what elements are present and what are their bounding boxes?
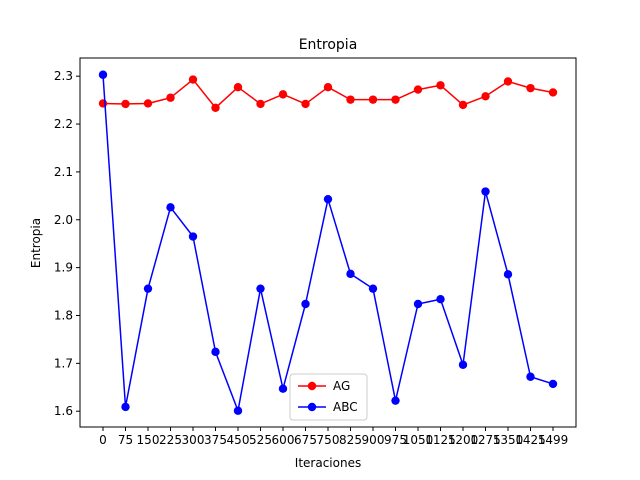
legend-label-abc: ABC bbox=[333, 400, 358, 414]
x-tick-label: 1275 bbox=[470, 433, 501, 447]
data-point-abc bbox=[188, 232, 198, 241]
data-point-abc bbox=[413, 299, 423, 309]
data-point-ag bbox=[323, 82, 333, 92]
data-point-ag bbox=[233, 82, 243, 92]
data-point-ag bbox=[391, 95, 400, 104]
series-abc bbox=[98, 70, 558, 415]
x-tick-label: 825 bbox=[339, 433, 362, 447]
y-tick-label: 1.9 bbox=[54, 261, 73, 275]
data-point-abc bbox=[346, 269, 355, 279]
data-point-ag bbox=[481, 92, 490, 101]
x-tick-label: 900 bbox=[362, 433, 385, 447]
y-axis-label: Entropia bbox=[29, 218, 43, 268]
x-tick-label: 300 bbox=[182, 433, 205, 447]
chart-title: Entropia bbox=[299, 37, 358, 53]
data-point-abc bbox=[301, 299, 310, 309]
series-ag bbox=[98, 75, 558, 112]
legend-item-abc: ABC bbox=[298, 400, 358, 414]
legend-item-ag: AG bbox=[298, 379, 350, 393]
data-point-ag bbox=[503, 77, 513, 86]
y-tick-label: 2.3 bbox=[54, 69, 73, 83]
data-point-ag bbox=[256, 99, 265, 109]
data-point-ag bbox=[301, 99, 310, 109]
legend: AG ABC bbox=[289, 373, 368, 421]
data-point-abc bbox=[233, 406, 243, 415]
data-point-ag bbox=[166, 93, 175, 102]
data-point-abc bbox=[121, 402, 130, 412]
x-tick-label: 525 bbox=[249, 433, 272, 447]
x-tick-label: 675 bbox=[294, 433, 317, 447]
data-point-abc bbox=[166, 203, 175, 212]
legend-marker-abc bbox=[307, 402, 317, 412]
x-axis-label: Iteraciones bbox=[295, 456, 361, 470]
x-tick-label: 1425 bbox=[515, 433, 546, 447]
data-point-ag bbox=[143, 99, 153, 108]
data-point-abc bbox=[436, 295, 445, 304]
x-tick-label: 1499 bbox=[538, 433, 569, 447]
data-point-ag bbox=[526, 83, 535, 93]
y-tick-label: 2.2 bbox=[54, 117, 73, 131]
data-point-abc bbox=[526, 372, 535, 381]
y-tick-label: 1.6 bbox=[54, 404, 73, 418]
data-point-ag bbox=[98, 99, 108, 108]
x-tick-label: 1200 bbox=[448, 433, 479, 447]
x-tick-label: 150 bbox=[137, 433, 160, 447]
data-point-abc bbox=[458, 360, 468, 369]
legend-marker-ag bbox=[307, 381, 317, 391]
x-tick-label: 1125 bbox=[425, 433, 456, 447]
x-tick-label: 1050 bbox=[403, 433, 434, 447]
x-tick-label: 1350 bbox=[493, 433, 524, 447]
x-tick-label: 450 bbox=[227, 433, 250, 447]
series-layer bbox=[98, 70, 558, 415]
y-axis: 1.6 1.7 1.8 1.9 2.0 2.1 2.2 2.3 bbox=[54, 69, 80, 418]
data-point-ag bbox=[211, 103, 220, 112]
data-point-abc bbox=[143, 284, 153, 293]
x-tick-label: 600 bbox=[272, 433, 295, 447]
legend-label-ag: AG bbox=[333, 379, 350, 393]
data-point-ag bbox=[436, 81, 445, 90]
data-point-abc bbox=[278, 384, 288, 393]
y-tick-label: 1.7 bbox=[54, 356, 73, 370]
y-tick-label: 2.1 bbox=[54, 165, 73, 179]
data-point-ag bbox=[368, 95, 378, 104]
data-point-abc bbox=[211, 347, 220, 357]
data-point-abc bbox=[256, 284, 265, 293]
x-tick-label: 975 bbox=[384, 433, 407, 447]
y-tick-label: 1.8 bbox=[54, 308, 73, 322]
data-point-ag bbox=[458, 100, 468, 110]
y-tick-label: 2.0 bbox=[54, 213, 73, 227]
data-point-abc bbox=[323, 194, 333, 204]
x-tick-label: 375 bbox=[204, 433, 227, 447]
data-point-abc bbox=[503, 270, 513, 279]
x-tick-label: 75 bbox=[118, 433, 133, 447]
data-point-abc bbox=[391, 396, 400, 405]
data-point-abc bbox=[368, 284, 378, 293]
x-tick-label: 0 bbox=[99, 433, 107, 447]
x-tick-label: 225 bbox=[159, 433, 182, 447]
data-point-abc bbox=[481, 187, 490, 196]
data-point-ag bbox=[346, 95, 355, 104]
data-point-ag bbox=[121, 99, 130, 109]
data-point-ag bbox=[188, 75, 198, 84]
data-point-ag bbox=[548, 88, 558, 97]
x-tick-label: 750 bbox=[317, 433, 340, 447]
data-point-ag bbox=[413, 85, 423, 94]
plot-frame bbox=[79, 57, 577, 428]
data-point-abc bbox=[98, 70, 108, 79]
x-axis: 0 75 150 225 300 375 450 525 600 675 750 825 900 9751… bbox=[99, 427, 568, 447]
data-point-abc bbox=[548, 379, 558, 389]
data-point-ag bbox=[278, 90, 288, 99]
